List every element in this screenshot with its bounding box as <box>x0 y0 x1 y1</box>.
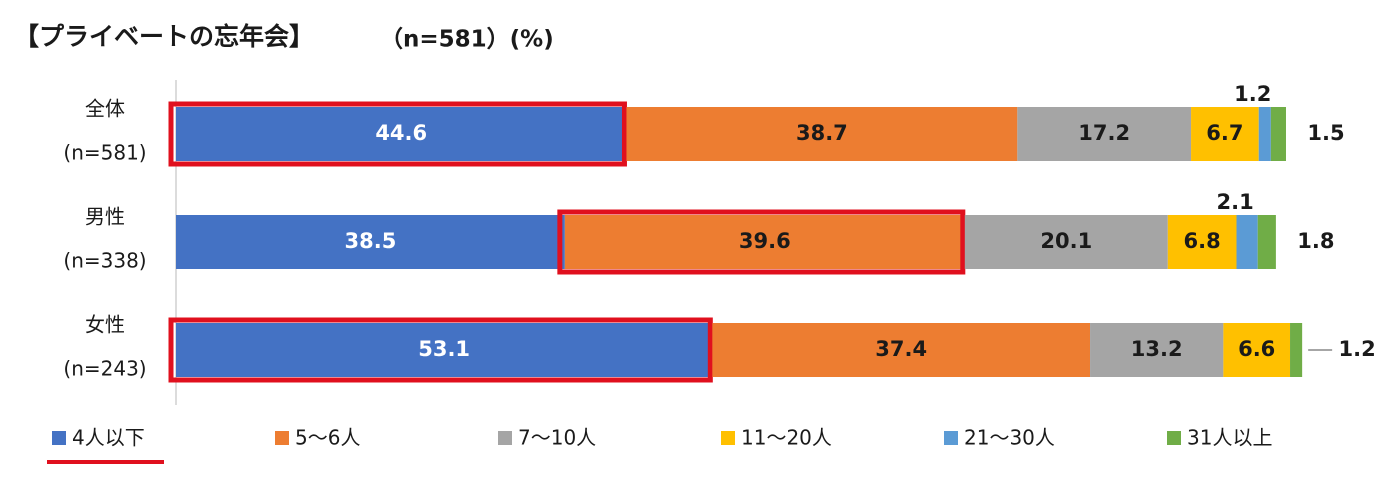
bar-segment <box>176 323 713 377</box>
bar-segment <box>1257 215 1276 269</box>
highlight-box <box>557 209 966 275</box>
bar-segment <box>1290 323 1303 377</box>
data-label: 1.2 <box>1339 337 1376 361</box>
category-note: (n=243) <box>63 357 146 381</box>
data-label: 20.1 <box>1040 229 1092 253</box>
chart-subtitle: （n=581）(%) <box>380 26 554 53</box>
category-label: 全体 <box>85 97 125 121</box>
data-label: 17.2 <box>1078 121 1130 145</box>
data-label: 44.6 <box>375 121 427 145</box>
data-label: 39.6 <box>739 229 791 253</box>
data-label: 37.4 <box>875 337 927 361</box>
data-label: 6.7 <box>1206 121 1243 145</box>
legend-swatch <box>944 431 958 445</box>
bar-segment <box>1270 107 1286 161</box>
highlight-box <box>168 317 713 383</box>
data-label: 13.2 <box>1131 337 1183 361</box>
bar-segment <box>176 215 565 269</box>
legend-swatch <box>1167 431 1181 445</box>
category-label: 男性 <box>85 205 125 229</box>
bar-segment <box>1236 215 1258 269</box>
bar-segment <box>1090 323 1224 377</box>
bar-segment <box>712 323 1091 377</box>
bar-segment <box>1017 107 1192 161</box>
data-label: 1.5 <box>1307 121 1344 145</box>
category-note: (n=581) <box>63 141 146 165</box>
data-label: 6.8 <box>1184 229 1221 253</box>
data-label: 38.7 <box>796 121 848 145</box>
data-label: 1.8 <box>1297 229 1334 253</box>
data-label: 1.2 <box>1234 82 1271 106</box>
legend-swatch <box>275 431 289 445</box>
category-label: 女性 <box>85 313 125 337</box>
category-note: (n=338) <box>63 249 146 273</box>
bar-segment <box>1223 323 1291 377</box>
legend-label: 4人以下 <box>72 426 145 450</box>
data-label: 2.1 <box>1217 190 1254 214</box>
legend-label: 5〜6人 <box>295 426 360 450</box>
legend-swatch <box>498 431 512 445</box>
bar-segment <box>626 107 1018 161</box>
legend-swatch <box>52 431 66 445</box>
bar-segment <box>564 215 965 269</box>
bar-segment <box>964 215 1168 269</box>
bar-segment <box>1167 215 1237 269</box>
legend-label: 31人以上 <box>1187 426 1272 450</box>
bar-segment <box>176 107 627 161</box>
legend-label: 21〜30人 <box>964 426 1055 450</box>
bar-segment <box>1258 107 1271 161</box>
legend-swatch <box>721 431 735 445</box>
bar-segment <box>1191 107 1259 161</box>
data-label: 6.6 <box>1238 337 1275 361</box>
legend-label: 7〜10人 <box>518 426 596 450</box>
legend-label: 11〜20人 <box>741 426 832 450</box>
data-label: 53.1 <box>418 337 470 361</box>
data-label: 38.5 <box>345 229 397 253</box>
chart-title: 【プライベートの忘年会】 <box>14 22 314 51</box>
highlight-box <box>168 101 627 167</box>
